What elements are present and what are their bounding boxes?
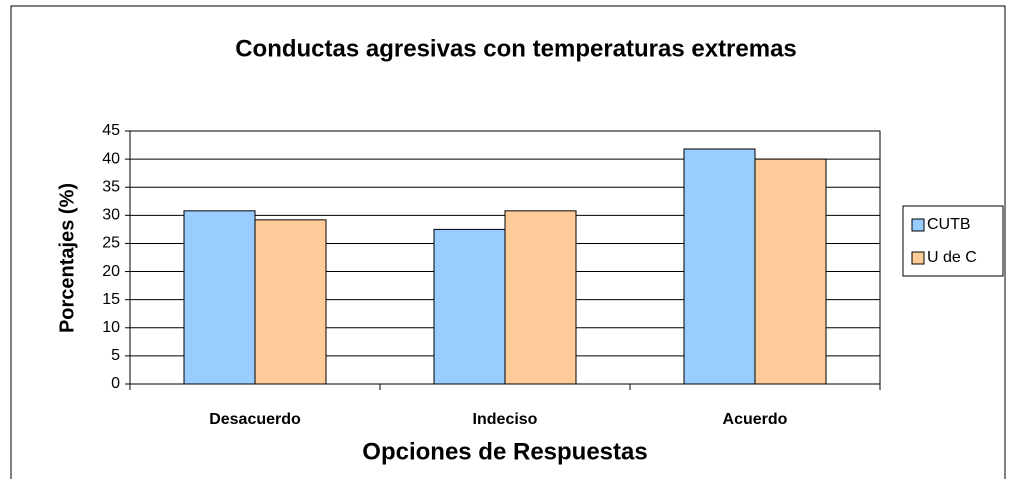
y-tick-label: 10 bbox=[102, 319, 120, 336]
y-tick-label: 0 bbox=[111, 375, 120, 392]
bar bbox=[754, 158, 827, 385]
y-tick-label: 20 bbox=[102, 263, 120, 280]
y-axis-title: Porcentajes (%) bbox=[56, 183, 78, 333]
bar bbox=[504, 210, 577, 385]
x-tick-label: Indeciso bbox=[473, 411, 538, 428]
bar bbox=[683, 148, 756, 385]
y-tick-label: 5 bbox=[111, 347, 120, 364]
y-tick-label: 45 bbox=[102, 122, 120, 139]
legend-swatch bbox=[911, 251, 925, 265]
bar bbox=[183, 210, 256, 385]
y-tick-label: 40 bbox=[102, 150, 120, 167]
bar bbox=[433, 228, 506, 385]
legend-label: U de C bbox=[927, 249, 977, 266]
y-tick-label: 35 bbox=[102, 178, 120, 195]
x-tick-label: Desacuerdo bbox=[209, 411, 301, 428]
legend-label: CUTB bbox=[927, 216, 971, 233]
y-tick-label: 15 bbox=[102, 291, 120, 308]
x-axis-title: Opciones de Respuestas bbox=[362, 438, 647, 465]
y-tick-label: 25 bbox=[102, 235, 120, 252]
legend-swatch bbox=[911, 218, 925, 232]
y-tick-label: 30 bbox=[102, 207, 120, 224]
bar bbox=[254, 219, 327, 385]
chart-title: Conductas agresivas con temperaturas ext… bbox=[235, 35, 797, 62]
x-tick-label: Acuerdo bbox=[723, 411, 788, 428]
